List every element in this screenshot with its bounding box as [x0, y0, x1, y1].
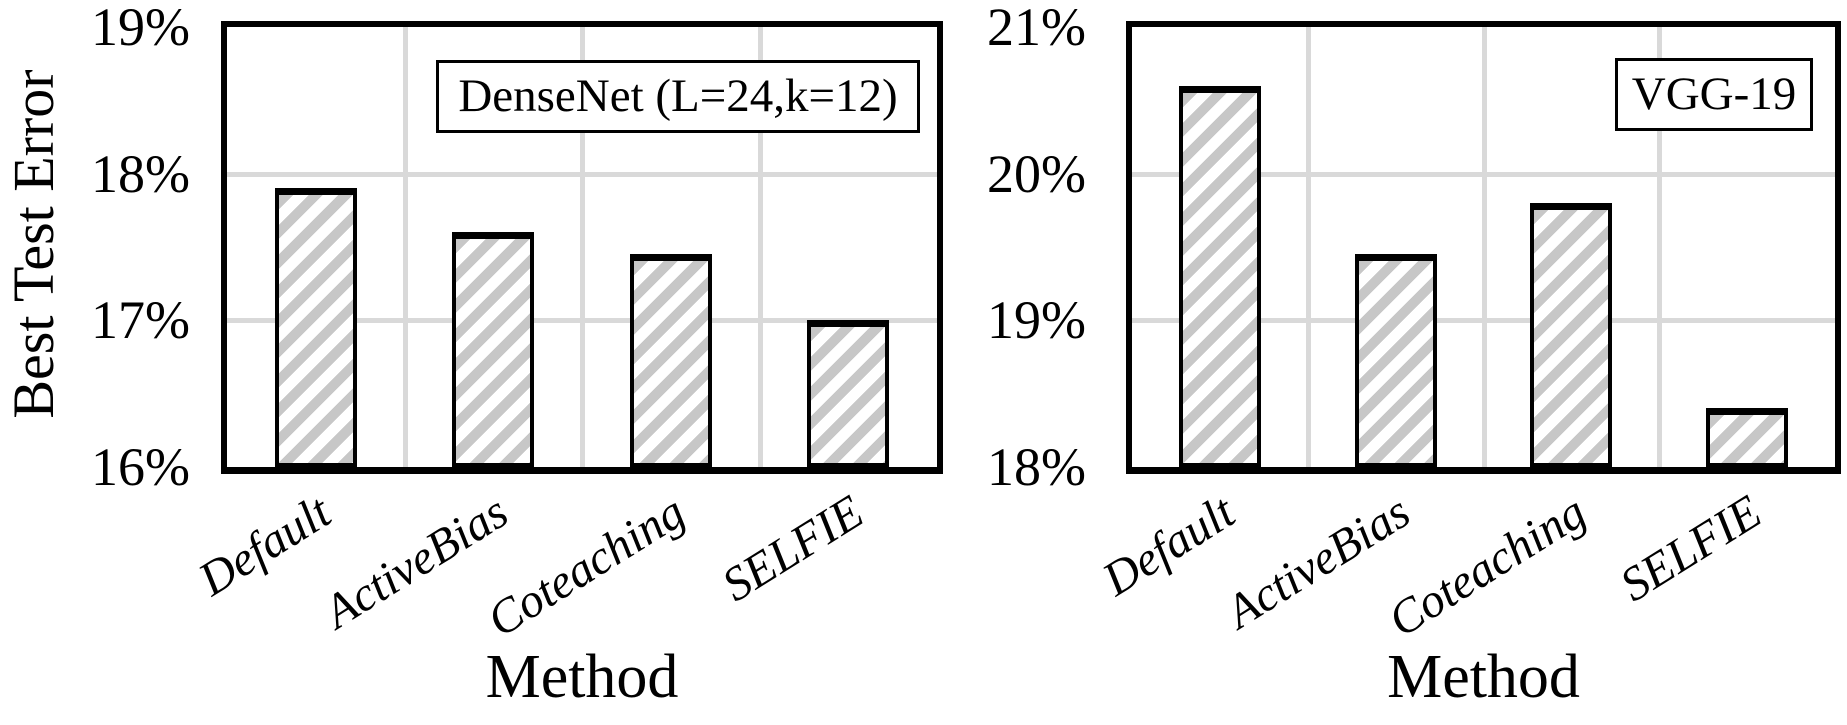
y-tick-label: 17% [91, 290, 190, 351]
y-tick-label: 18% [987, 437, 1086, 497]
y-tick-label: 21% [987, 0, 1086, 57]
y-tick-label: 19% [987, 290, 1086, 351]
chart-title: DenseNet (L=24,k=12) [458, 70, 898, 122]
bar-activebias [452, 232, 535, 467]
v-gridline [757, 27, 763, 467]
y-tick-label: 19% [91, 0, 190, 57]
v-gridline [402, 27, 408, 467]
chart-title-box: DenseNet (L=24,k=12) [436, 60, 920, 133]
v-gridline [1657, 27, 1663, 467]
bar-coteaching [1530, 203, 1613, 467]
y-tick-label: 20% [987, 143, 1086, 204]
y-tick-label: 18% [91, 143, 190, 204]
bar-selfie [1706, 408, 1789, 467]
x-tick-label: SELFIE [1611, 485, 1771, 612]
chart-title: VGG-19 [1631, 68, 1797, 120]
chart-title-box: VGG-19 [1615, 58, 1813, 131]
plot-area: VGG-19 [1126, 21, 1841, 474]
bar-selfie [807, 320, 890, 467]
v-gridline [1305, 27, 1311, 467]
x-axis-title: Method [485, 643, 679, 711]
x-tick-label: Coteaching [1379, 485, 1596, 648]
y-tick-label: 16% [91, 437, 190, 497]
bar-default [274, 188, 357, 467]
plot-area: DenseNet (L=24,k=12) [221, 21, 943, 474]
bar-coteaching [629, 254, 712, 467]
bar-activebias [1354, 254, 1437, 467]
x-axis-title: Method [1387, 643, 1580, 711]
bar-default [1178, 85, 1261, 467]
v-gridline [580, 27, 585, 467]
x-tick-label: Default [1093, 485, 1244, 607]
v-gridline [1481, 27, 1487, 467]
